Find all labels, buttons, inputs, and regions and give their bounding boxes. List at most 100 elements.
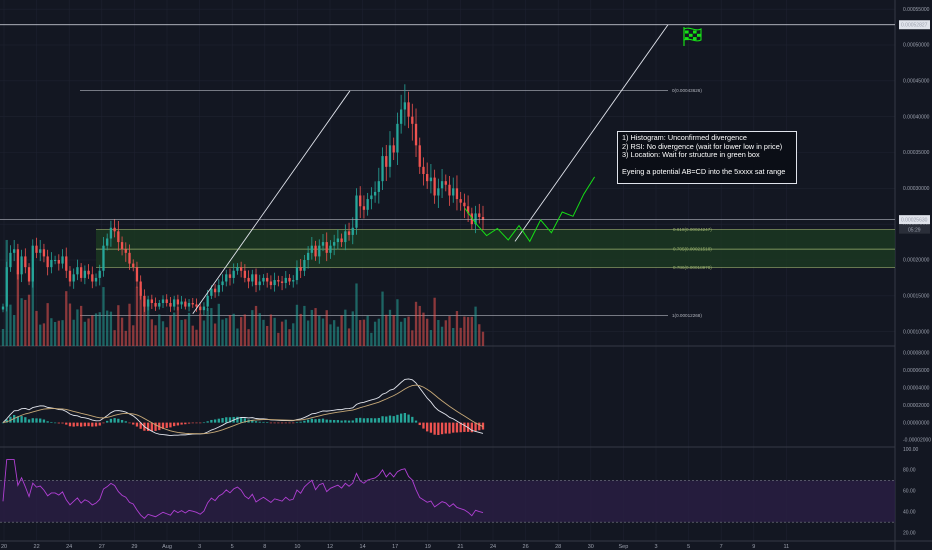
macd-histogram-bar bbox=[444, 422, 447, 434]
volume-bar bbox=[426, 318, 429, 346]
macd-histogram-bar bbox=[288, 422, 291, 424]
candle-body bbox=[180, 301, 183, 305]
price-tick-label: 0.00015000 bbox=[903, 294, 930, 300]
candle-body bbox=[213, 288, 217, 293]
candle-body bbox=[474, 213, 477, 225]
volume-bar bbox=[113, 330, 116, 346]
candle-body bbox=[109, 227, 113, 239]
macd-tick-label: 0.00008000 bbox=[903, 351, 930, 357]
candle-body bbox=[433, 177, 436, 196]
flag-check bbox=[685, 30, 689, 34]
macd-histogram-bar bbox=[202, 422, 206, 424]
macd-histogram-bar bbox=[31, 418, 34, 423]
macd-histogram-bar bbox=[9, 416, 12, 423]
candle-body bbox=[303, 260, 306, 271]
candle-body bbox=[83, 270, 87, 278]
volume-bar bbox=[9, 304, 12, 346]
date-tick-label: Aug bbox=[162, 544, 172, 550]
candle-body bbox=[5, 267, 8, 307]
volume-bar bbox=[351, 311, 354, 346]
candle-body bbox=[273, 280, 276, 286]
volume-bar bbox=[46, 303, 49, 346]
candle-body bbox=[388, 145, 392, 167]
candle-body bbox=[344, 231, 347, 243]
candle-body bbox=[1, 306, 5, 310]
date-tick-label: 19 bbox=[425, 544, 431, 550]
volume-bar bbox=[158, 314, 161, 346]
volume-bar bbox=[478, 324, 481, 346]
volume-bar bbox=[206, 308, 209, 346]
volume-bar bbox=[355, 283, 358, 346]
candle-body bbox=[16, 249, 20, 275]
date-tick-label: 24 bbox=[66, 544, 72, 550]
rsi-band bbox=[0, 480, 895, 523]
macd-histogram-bar bbox=[184, 422, 187, 425]
volume-bar bbox=[247, 329, 250, 346]
volume-bar bbox=[42, 323, 46, 346]
candle-body bbox=[329, 245, 332, 253]
volume-bars bbox=[1, 239, 485, 346]
rsi-tick-label: 60.00 bbox=[903, 489, 916, 495]
volume-bar bbox=[225, 318, 228, 346]
candle-body bbox=[161, 299, 165, 303]
macd-histogram-bar bbox=[87, 422, 90, 427]
volume-bar bbox=[117, 305, 120, 346]
candle-body bbox=[463, 202, 466, 207]
volume-bar bbox=[388, 309, 392, 346]
macd-pane bbox=[1, 378, 485, 437]
macd-histogram-bar bbox=[132, 422, 135, 425]
macd-histogram-bar bbox=[46, 421, 49, 423]
macd-histogram-bar bbox=[225, 417, 228, 423]
macd-histogram-bar bbox=[440, 422, 444, 435]
fib-label: 0.618(0.00024247) bbox=[673, 227, 712, 232]
last-price-marker-label: 0.00025630 bbox=[901, 217, 928, 223]
macd-histogram-bar bbox=[191, 422, 194, 424]
candle-body bbox=[128, 252, 131, 264]
candle-body bbox=[407, 102, 410, 117]
volume-bar bbox=[217, 303, 220, 346]
candle-body bbox=[225, 274, 228, 282]
candle-body bbox=[76, 267, 79, 275]
volume-bar bbox=[333, 320, 336, 346]
candle-body bbox=[139, 281, 142, 296]
fib-green-zone: 0(0.00043626) 0.618(0.00024247) 0.705(0.00… bbox=[80, 88, 895, 318]
macd-histogram-bar bbox=[284, 422, 287, 424]
macd-histogram-bar bbox=[414, 420, 418, 423]
candle-body bbox=[481, 217, 485, 220]
candle-body bbox=[206, 295, 209, 307]
macd-tick-label: 0.00006000 bbox=[903, 368, 930, 374]
volume-bar bbox=[310, 309, 313, 346]
candle-body bbox=[403, 102, 407, 110]
candle-body bbox=[173, 299, 176, 307]
cd-leg-line bbox=[514, 24, 669, 242]
candle-body bbox=[366, 199, 369, 210]
macd-histogram-bar bbox=[273, 422, 276, 424]
candle-body bbox=[24, 256, 27, 268]
candle-body bbox=[176, 299, 180, 305]
volume-bar bbox=[83, 321, 87, 346]
macd-histogram-bar bbox=[399, 413, 403, 423]
date-tick-label: 10 bbox=[294, 544, 300, 550]
macd-histogram-bar bbox=[455, 422, 459, 433]
candle-body bbox=[377, 181, 380, 192]
volume-bar bbox=[370, 332, 373, 346]
candle-body bbox=[210, 288, 213, 296]
candle-body bbox=[239, 267, 243, 271]
date-tick-label: 5 bbox=[687, 544, 690, 550]
macd-histogram-bar bbox=[5, 419, 8, 423]
macd-histogram-bar bbox=[422, 422, 425, 429]
candle-body bbox=[277, 280, 280, 282]
macd-histogram-bar bbox=[50, 421, 53, 423]
volume-bar bbox=[373, 321, 377, 346]
fib-label: 0.705(0.00021518) bbox=[673, 247, 712, 252]
macd-histogram-bar bbox=[57, 422, 60, 424]
rsi-tick-label: 100.00 bbox=[903, 447, 919, 453]
candle-body bbox=[232, 270, 235, 278]
candle-body bbox=[295, 267, 299, 281]
volume-bar bbox=[437, 320, 440, 346]
candle-body bbox=[98, 270, 101, 278]
candle-body bbox=[191, 303, 194, 305]
volume-bar bbox=[411, 330, 414, 346]
macd-histogram-bar bbox=[277, 422, 280, 424]
